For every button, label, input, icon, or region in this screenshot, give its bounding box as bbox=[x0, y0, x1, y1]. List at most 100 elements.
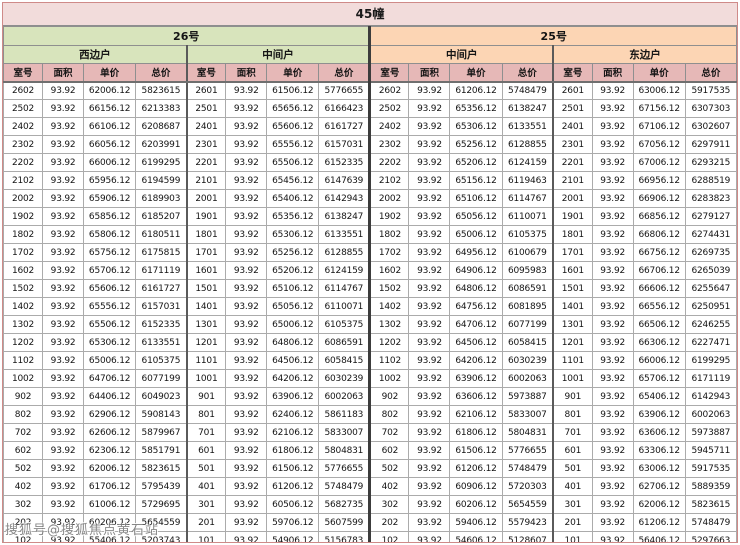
cell-room: 201 bbox=[552, 513, 593, 532]
cell-room: 601 bbox=[185, 441, 227, 460]
cell-room: 301 bbox=[552, 495, 593, 514]
cell-unit-price: 66106.12 bbox=[83, 117, 137, 136]
cell-unit-price: 65756.12 bbox=[83, 243, 137, 262]
cell-total-price: 5748479 bbox=[684, 513, 737, 532]
cell-unit-price: 65556.12 bbox=[266, 135, 320, 154]
cell-room: 1201 bbox=[185, 333, 227, 352]
unit-header-east-25: 东边户 bbox=[552, 45, 737, 64]
cell-area: 93.92 bbox=[408, 351, 451, 370]
cell-room: 2201 bbox=[185, 153, 227, 172]
cell-room: 102 bbox=[3, 531, 44, 542]
cell-total-price: 6269735 bbox=[684, 243, 737, 262]
cell-area: 93.92 bbox=[42, 495, 85, 514]
cell-area: 93.92 bbox=[408, 405, 451, 424]
cell-total-price: 6147639 bbox=[318, 171, 371, 190]
cell-total-price: 6133551 bbox=[318, 225, 371, 244]
cell-room: 502 bbox=[368, 459, 410, 478]
cell-area: 93.92 bbox=[225, 261, 268, 280]
cell-area: 93.92 bbox=[408, 135, 451, 154]
cell-total-price: 6213383 bbox=[135, 99, 188, 118]
cell-unit-price: 60206.12 bbox=[449, 495, 503, 514]
cell-area: 93.92 bbox=[408, 531, 451, 542]
cell-area: 93.92 bbox=[42, 189, 85, 208]
cell-room: 702 bbox=[368, 423, 410, 442]
cell-total-price: 5203743 bbox=[135, 531, 188, 542]
cell-area: 93.92 bbox=[591, 423, 634, 442]
cell-unit-price: 66756.12 bbox=[632, 243, 686, 262]
cell-area: 93.92 bbox=[408, 225, 451, 244]
table-row: 2402 93.92 66106.12 6208687 2401 93.92 65606.1… bbox=[3, 117, 737, 136]
cell-total-price: 6199295 bbox=[135, 153, 188, 172]
cell-unit-price: 65356.12 bbox=[266, 207, 320, 226]
cell-area: 93.92 bbox=[591, 243, 634, 262]
cell-unit-price: 65406.12 bbox=[266, 189, 320, 208]
cell-room: 1802 bbox=[3, 225, 44, 244]
cell-unit-price: 61206.12 bbox=[449, 81, 503, 100]
table-row: 502 93.92 62006.12 5823615 501 93.92 61506.12 5… bbox=[3, 459, 737, 478]
cell-area: 93.92 bbox=[42, 81, 85, 100]
cell-total-price: 5776655 bbox=[318, 81, 371, 100]
cell-total-price: 5879967 bbox=[135, 423, 188, 442]
cell-unit-price: 65506.12 bbox=[266, 153, 320, 172]
cell-unit-price: 64206.12 bbox=[449, 351, 503, 370]
cell-total-price: 5795439 bbox=[135, 477, 188, 496]
cell-room: 1302 bbox=[368, 315, 410, 334]
cell-room: 401 bbox=[185, 477, 227, 496]
col-header-room: 室号 bbox=[552, 63, 593, 83]
cell-unit-price: 61206.12 bbox=[632, 513, 686, 532]
cell-total-price: 6002063 bbox=[684, 405, 737, 424]
cell-total-price: 5682735 bbox=[318, 495, 371, 514]
cell-unit-price: 65706.12 bbox=[83, 261, 137, 280]
cell-unit-price: 54606.12 bbox=[449, 531, 503, 542]
cell-area: 93.92 bbox=[225, 279, 268, 298]
cell-area: 93.92 bbox=[42, 117, 85, 136]
cell-unit-price: 63606.12 bbox=[632, 423, 686, 442]
cell-total-price: 6138247 bbox=[318, 207, 371, 226]
cell-area: 93.92 bbox=[42, 333, 85, 352]
cell-area: 93.92 bbox=[408, 243, 451, 262]
cell-unit-price: 64706.12 bbox=[83, 369, 137, 388]
cell-area: 93.92 bbox=[408, 513, 451, 532]
col-header-room: 室号 bbox=[3, 63, 44, 83]
col-header-unit-price: 单价 bbox=[266, 63, 320, 83]
cell-total-price: 6194599 bbox=[135, 171, 188, 190]
table-row: 902 93.92 64406.12 6049023 901 93.92 63906.12 6… bbox=[3, 387, 737, 406]
cell-area: 93.92 bbox=[591, 387, 634, 406]
table-row: 1502 93.92 65606.12 6161727 1501 93.92 65106.1… bbox=[3, 279, 737, 298]
cell-total-price: 6189903 bbox=[135, 189, 188, 208]
cell-total-price: 5823615 bbox=[135, 81, 188, 100]
col-header-area: 面积 bbox=[408, 63, 451, 83]
price-table-body: 2602 93.92 62006.12 5823615 2601 93.92 61506.1… bbox=[3, 81, 737, 542]
cell-unit-price: 62106.12 bbox=[449, 405, 503, 424]
cell-unit-price: 62006.12 bbox=[83, 459, 137, 478]
unit-header-west-26: 西边户 bbox=[3, 45, 188, 64]
cell-unit-price: 65106.12 bbox=[266, 279, 320, 298]
table-row: 1802 93.92 65806.12 6180511 1801 93.92 65306.1… bbox=[3, 225, 737, 244]
cell-room: 2202 bbox=[368, 153, 410, 172]
cell-area: 93.92 bbox=[225, 531, 268, 542]
cell-total-price: 6100679 bbox=[501, 243, 554, 262]
cell-total-price: 6124159 bbox=[501, 153, 554, 172]
cell-area: 93.92 bbox=[225, 369, 268, 388]
cell-total-price: 6166423 bbox=[318, 99, 371, 118]
cell-area: 93.92 bbox=[42, 297, 85, 316]
cell-room: 302 bbox=[368, 495, 410, 514]
cell-total-price: 5917535 bbox=[684, 459, 737, 478]
cell-area: 93.92 bbox=[225, 513, 268, 532]
cell-total-price: 5908143 bbox=[135, 405, 188, 424]
cell-room: 1502 bbox=[3, 279, 44, 298]
cell-total-price: 5917535 bbox=[684, 81, 737, 100]
cell-total-price: 6157031 bbox=[135, 297, 188, 316]
cell-room: 1702 bbox=[3, 243, 44, 262]
cell-room: 1301 bbox=[185, 315, 227, 334]
cell-area: 93.92 bbox=[591, 171, 634, 190]
table-row: 1402 93.92 65556.12 6157031 1401 93.92 65056.1… bbox=[3, 297, 737, 316]
cell-unit-price: 65506.12 bbox=[83, 315, 137, 334]
cell-room: 1701 bbox=[185, 243, 227, 262]
cell-area: 93.92 bbox=[225, 189, 268, 208]
cell-unit-price: 64756.12 bbox=[449, 297, 503, 316]
col-header-area: 面积 bbox=[591, 63, 634, 83]
unit-header-middle-25: 中间户 bbox=[368, 45, 554, 64]
cell-unit-price: 61006.12 bbox=[83, 495, 137, 514]
cell-unit-price: 55406.12 bbox=[83, 531, 137, 542]
